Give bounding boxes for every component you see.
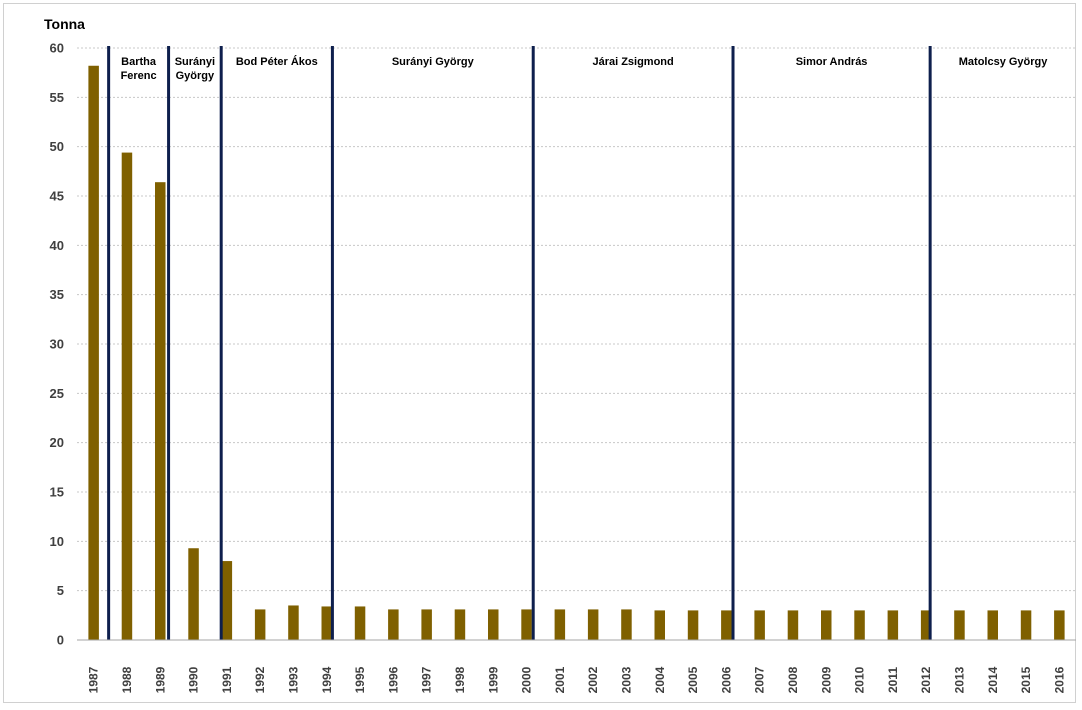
bar	[288, 605, 299, 640]
x-tick-label: 2003	[619, 666, 633, 693]
y-tick-label: 30	[50, 337, 64, 352]
y-tick-label: 50	[50, 139, 64, 154]
bar	[920, 610, 932, 640]
period-label: Simor András	[796, 56, 868, 68]
y-tick-label: 45	[50, 189, 64, 204]
bar	[687, 610, 699, 640]
period-label: Ferenc	[121, 70, 157, 82]
period-label: Matolcsy György	[959, 56, 1049, 68]
x-tick-label: 1988	[120, 666, 134, 693]
bar	[754, 610, 765, 640]
bar	[454, 609, 466, 640]
x-tick-label: 2015	[1019, 666, 1033, 693]
x-tick-label: 2005	[686, 666, 700, 693]
x-tick-label: 2001	[553, 666, 567, 693]
x-tick-label: 2014	[986, 666, 1000, 693]
x-tick-label: 2000	[520, 666, 534, 693]
x-tick-label: 2011	[886, 667, 900, 693]
x-tick-label: 1994	[320, 666, 334, 693]
x-tick-label: 1996	[386, 666, 400, 693]
bar	[987, 610, 998, 640]
y-axis-label: Tonna	[44, 16, 85, 32]
period-label: Surányi	[175, 56, 215, 68]
x-tick-label: 1991	[220, 666, 234, 693]
x-tick-label: 2013	[952, 666, 966, 693]
x-tick-label: 2007	[753, 666, 767, 693]
y-tick-label: 20	[50, 435, 64, 450]
x-tick-label: 2012	[919, 666, 933, 693]
bar	[121, 152, 133, 640]
x-tick-label: 1992	[253, 666, 267, 693]
bar	[421, 609, 432, 640]
bar	[188, 548, 199, 640]
bar	[388, 609, 399, 640]
bar	[887, 610, 899, 640]
x-tick-label: 1995	[353, 666, 367, 693]
bar	[254, 609, 266, 640]
x-tick-label: 2008	[786, 666, 800, 693]
bar	[587, 609, 599, 640]
x-tick-label: 1999	[486, 666, 500, 693]
bar	[354, 606, 366, 640]
bar	[821, 610, 832, 640]
y-tick-label: 25	[50, 386, 64, 401]
gridlines	[77, 47, 1076, 592]
x-tick-label: 1998	[453, 666, 467, 693]
bar	[321, 606, 332, 640]
chart-frame	[3, 3, 1076, 703]
bar	[88, 65, 99, 640]
period-label: Bartha	[121, 56, 157, 68]
x-tick-label: 1997	[420, 666, 434, 693]
x-tick-label: 2006	[719, 666, 733, 693]
bar	[554, 609, 566, 640]
bar	[787, 610, 799, 640]
x-axis-ticks: 1987 1988 1989 1990 1991 1992 1993 1994 1995 1996…	[87, 666, 1067, 693]
bar	[1054, 610, 1065, 640]
y-tick-label: 55	[50, 90, 64, 105]
period-label: Járai Zsigmond	[592, 56, 673, 68]
x-tick-label: 2010	[853, 666, 867, 693]
bar	[621, 609, 632, 640]
bar	[1020, 610, 1032, 640]
bar	[221, 561, 233, 640]
x-tick-label: 2002	[586, 666, 600, 693]
bar	[521, 609, 532, 640]
x-tick-label: 2009	[819, 666, 833, 693]
bar	[155, 182, 166, 641]
y-tick-label: 10	[50, 534, 64, 549]
period-labels: Bartha Ferenc Surányi György Bod Péter Ákos S…	[121, 55, 1049, 82]
y-tick-label: 35	[50, 287, 64, 302]
bar	[721, 610, 732, 640]
bar	[854, 610, 865, 640]
y-tick-label: 40	[50, 238, 64, 253]
bars	[88, 65, 1065, 641]
y-axis-ticks: 0 5 10 15 20 25 30 35 40 45 50 55 60	[50, 41, 64, 648]
y-tick-label: 0	[57, 633, 64, 648]
period-label: György	[176, 70, 215, 82]
x-tick-label: 2004	[653, 666, 667, 693]
y-tick-label: 60	[50, 41, 64, 56]
period-label: Surányi György	[392, 56, 475, 68]
period-label: Bod Péter Ákos	[236, 55, 318, 68]
y-tick-label: 15	[50, 485, 64, 500]
bar	[488, 609, 499, 640]
period-lines	[107, 46, 932, 640]
x-tick-label: 1989	[153, 666, 167, 693]
x-tick-label: 2016	[1052, 666, 1066, 693]
x-tick-label: 1990	[187, 666, 201, 693]
x-tick-label: 1993	[286, 666, 300, 693]
y-tick-label: 5	[57, 583, 64, 598]
bar	[954, 610, 965, 640]
x-tick-label: 1987	[87, 666, 101, 693]
bar	[654, 610, 665, 640]
